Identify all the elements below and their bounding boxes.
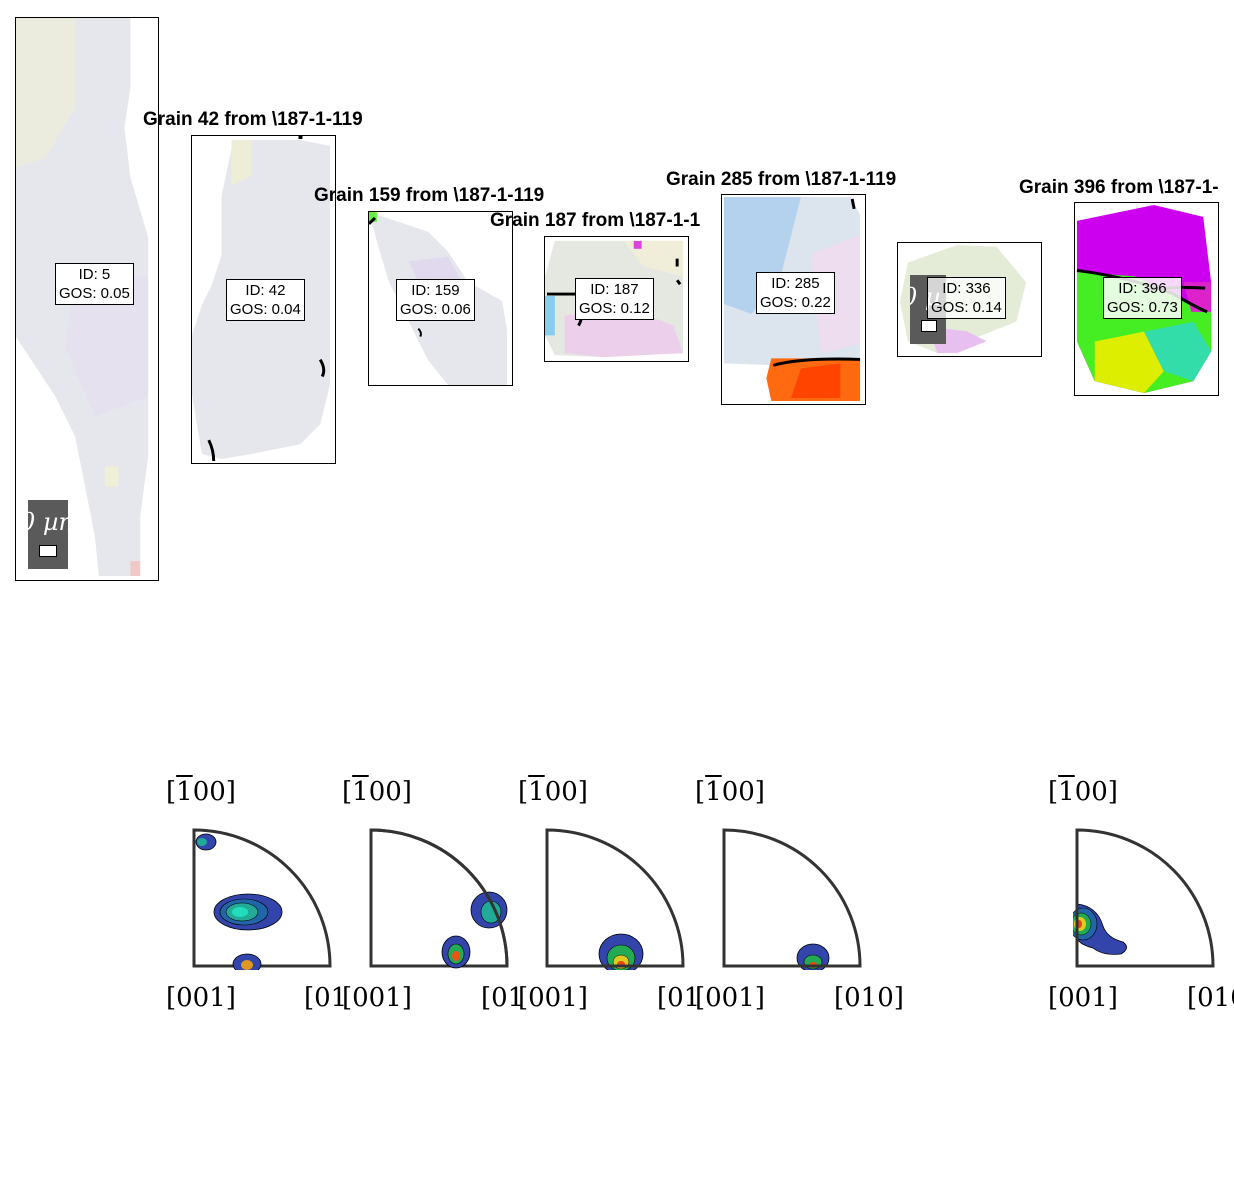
grain-42-gos: GOS: 0.04	[230, 301, 301, 318]
scale-bar-5-text: 0 µm	[28, 508, 68, 536]
ipf-3-bottom-right: [01	[657, 983, 701, 1013]
grain-map-159: ID: 159 GOS: 0.06	[368, 211, 513, 386]
grain-187-id: ID: 187	[590, 281, 639, 298]
grain-285-id: ID: 285	[771, 275, 820, 292]
grain-396-label: ID: 396 GOS: 0.73	[1103, 277, 1182, 319]
ipf-1	[192, 828, 332, 970]
grain-396-gos: GOS: 0.73	[1107, 299, 1178, 316]
grain-159-id: ID: 159	[411, 282, 460, 299]
grain-285-label: ID: 285 GOS: 0.22	[756, 272, 835, 314]
grain-map-336: 0 µ ID: 336 GOS: 0.14	[897, 242, 1042, 357]
grain-336-label: ID: 336 GOS: 0.14	[927, 277, 1006, 319]
scale-bar-5: 0 µm	[28, 500, 68, 569]
ipf-3-bottom-left: [001]	[518, 983, 588, 1013]
grain-159-gos: GOS: 0.06	[400, 301, 471, 318]
ipf-3-top-label: [100]	[518, 777, 588, 807]
grain-336-id: ID: 336	[942, 280, 991, 297]
ipf-4-bottom-right: [010]	[834, 983, 904, 1013]
grain-map-42: ID: 42 GOS: 0.04	[191, 135, 336, 464]
ipf-5-bottom-left: [001]	[1048, 983, 1118, 1013]
ipf-4	[722, 828, 862, 970]
ipf-1-bottom-left: [001]	[166, 983, 236, 1013]
ipf-4-bottom-left: [001]	[695, 983, 765, 1013]
grain-5-id: ID: 5	[78, 266, 111, 283]
ipf-2-top-label: [100]	[342, 777, 412, 807]
grain-187-title: Grain 187 from \187-1-1	[490, 210, 701, 231]
grain-map-396: ID: 396 GOS: 0.73	[1074, 202, 1219, 396]
ipf-2-bottom-left: [001]	[342, 983, 412, 1013]
ipf-5-bottom-right: [010	[1187, 983, 1234, 1013]
grain-285-gos: GOS: 0.22	[760, 294, 831, 311]
grain-396-id: ID: 396	[1118, 280, 1167, 297]
grain-187-label: ID: 187 GOS: 0.12	[575, 278, 654, 320]
ipf-2	[369, 828, 509, 969]
ipf-1-top-label: [100]	[166, 777, 236, 807]
grain-map-5: ID: 5 GOS: 0.05 0 µm	[15, 17, 159, 581]
grain-42-label: ID: 42 GOS: 0.04	[226, 279, 305, 321]
ipf-5-top-label: [100]	[1048, 777, 1118, 807]
grain-42-title: Grain 42 from \187-1-119	[143, 109, 363, 130]
grain-159-label: ID: 159 GOS: 0.06	[396, 279, 475, 321]
grain-5-label: ID: 5 GOS: 0.05	[55, 263, 134, 305]
ipf-4-top-label: [100]	[695, 777, 765, 807]
grain-159-title: Grain 159 from \187-1-119	[314, 185, 545, 206]
grain-396-title: Grain 396 from \187-1-	[1019, 177, 1219, 198]
grain-285-title: Grain 285 from \187-1-119	[666, 169, 897, 190]
ipf-1-bottom-right: [01	[304, 983, 348, 1013]
grain-42-id: ID: 42	[245, 282, 286, 299]
grain-map-187: ID: 187 GOS: 0.12	[544, 236, 689, 362]
ipf-3	[545, 828, 685, 970]
grain-336-gos: GOS: 0.14	[931, 299, 1002, 316]
grain-map-285: ID: 285 GOS: 0.22	[721, 194, 866, 405]
ipf-5	[1073, 828, 1215, 968]
grain-187-gos: GOS: 0.12	[579, 300, 650, 317]
ipf-2-bottom-right: [01	[481, 983, 525, 1013]
grain-5-gos: GOS: 0.05	[59, 285, 130, 302]
